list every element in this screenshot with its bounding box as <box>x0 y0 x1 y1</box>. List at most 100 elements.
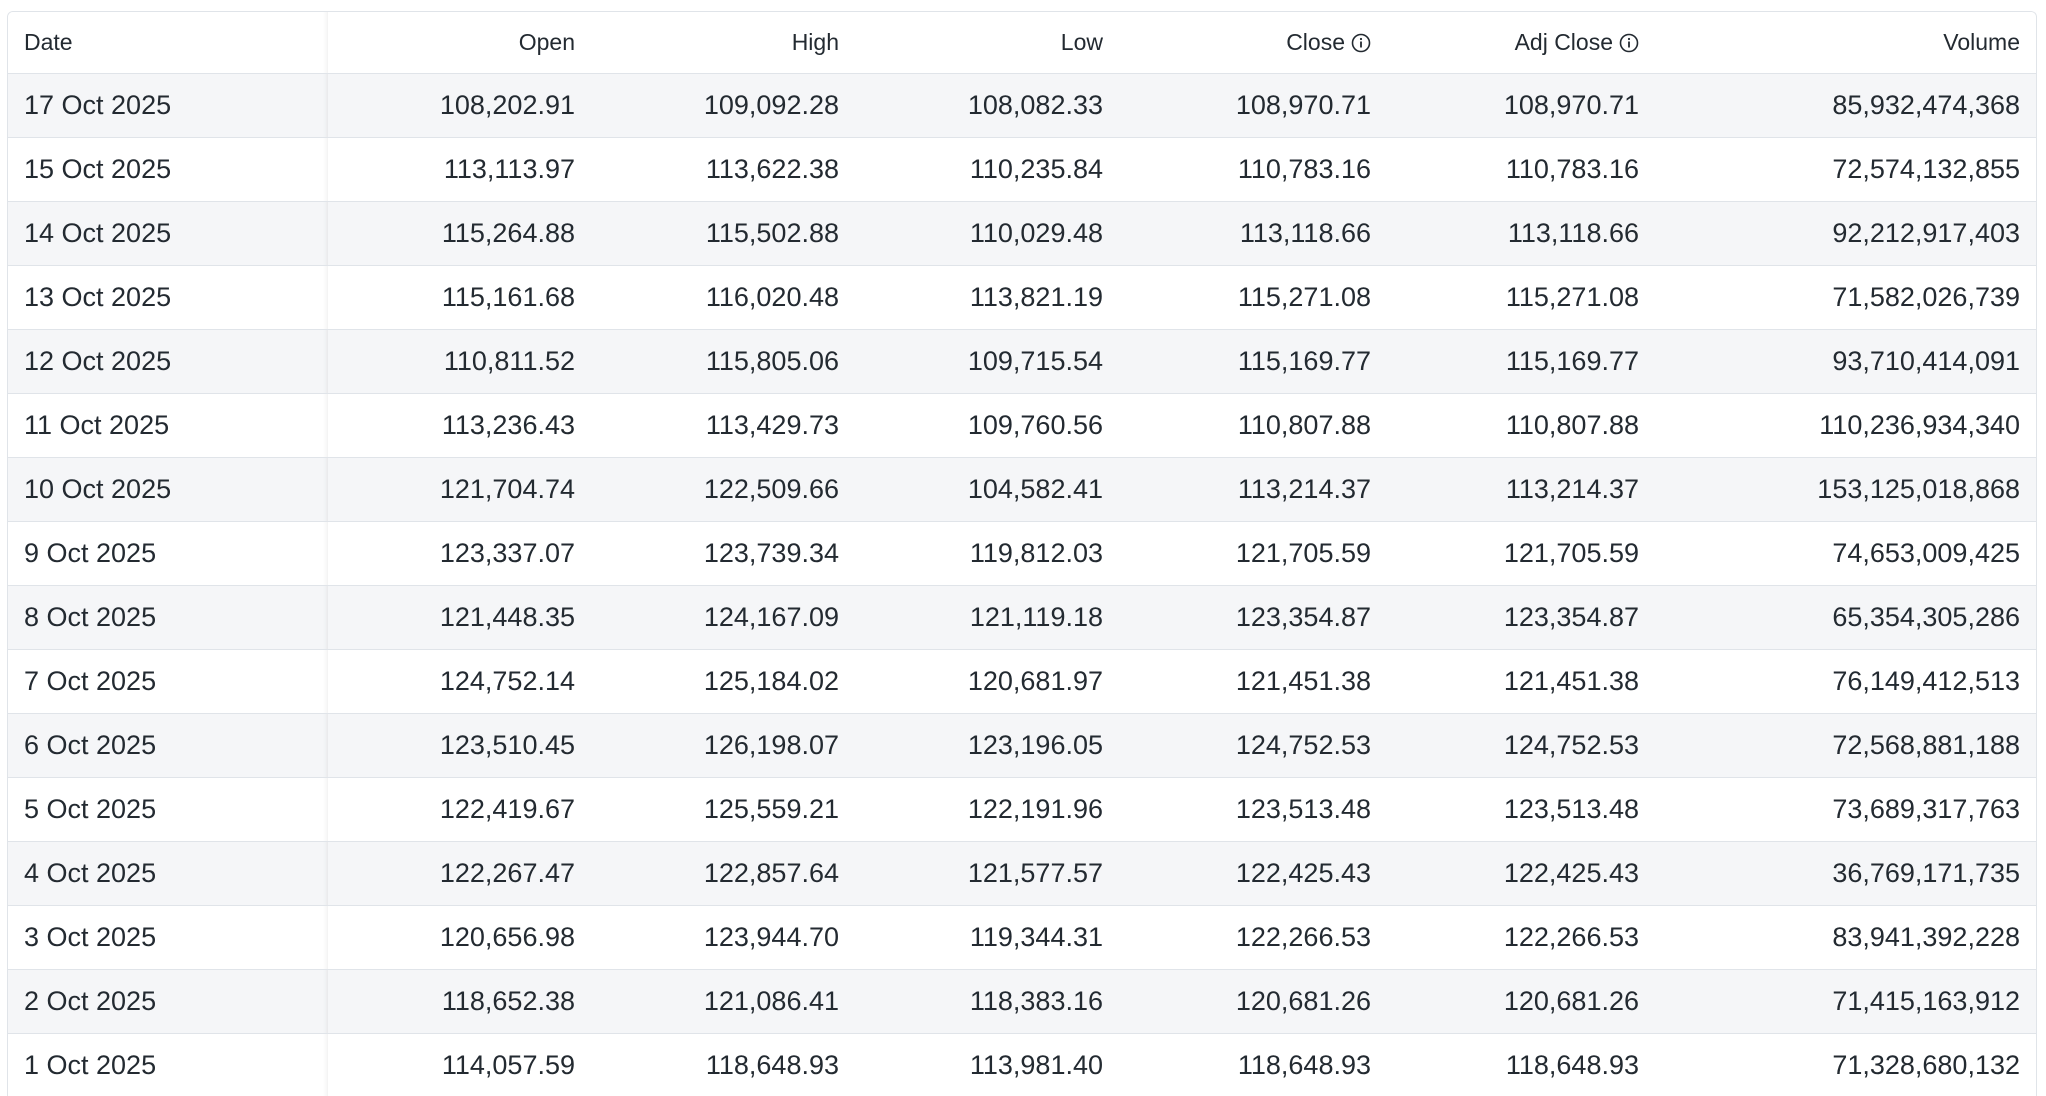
column-header-open: Open <box>328 12 591 74</box>
cell-adj-close: 121,705.59 <box>1387 521 1655 586</box>
table-row: 14 Oct 2025 115,264.88 115,502.88 110,029.4… <box>8 201 2036 266</box>
cell-date: 15 Oct 2025 <box>8 137 328 202</box>
cell-volume: 71,582,026,739 <box>1655 265 2036 330</box>
cell-close: 121,451.38 <box>1119 649 1387 714</box>
cell-low: 122,191.96 <box>855 777 1119 842</box>
cell-low: 113,981.40 <box>855 1033 1119 1096</box>
cell-close: 123,513.48 <box>1119 777 1387 842</box>
cell-adj-close: 123,513.48 <box>1387 777 1655 842</box>
info-icon[interactable] <box>1619 32 1639 53</box>
info-icon[interactable] <box>1351 32 1371 53</box>
cell-open: 122,419.67 <box>328 777 591 842</box>
cell-high: 121,086.41 <box>591 969 855 1034</box>
table-row: 1 Oct 2025 114,057.59 118,648.93 113,981.40… <box>8 1033 2036 1096</box>
column-header-close-label: Close <box>1286 28 1345 55</box>
cell-low: 108,082.33 <box>855 73 1119 138</box>
cell-volume: 71,415,163,912 <box>1655 969 2036 1034</box>
cell-adj-close: 113,214.37 <box>1387 457 1655 522</box>
cell-low: 120,681.97 <box>855 649 1119 714</box>
cell-close: 123,354.87 <box>1119 585 1387 650</box>
cell-open: 123,337.07 <box>328 521 591 586</box>
cell-adj-close: 122,425.43 <box>1387 841 1655 906</box>
cell-adj-close: 123,354.87 <box>1387 585 1655 650</box>
cell-high: 113,622.38 <box>591 137 855 202</box>
cell-date: 6 Oct 2025 <box>8 713 328 778</box>
cell-open: 120,656.98 <box>328 905 591 970</box>
cell-close: 110,783.16 <box>1119 137 1387 202</box>
cell-date: 17 Oct 2025 <box>8 73 328 138</box>
cell-adj-close: 121,451.38 <box>1387 649 1655 714</box>
cell-low: 109,715.54 <box>855 329 1119 394</box>
table-row: 2 Oct 2025 118,652.38 121,086.41 118,383.16… <box>8 969 2036 1034</box>
cell-low: 119,812.03 <box>855 521 1119 586</box>
table-row: 15 Oct 2025 113,113.97 113,622.38 110,235.8… <box>8 137 2036 202</box>
cell-high: 123,944.70 <box>591 905 855 970</box>
cell-date: 1 Oct 2025 <box>8 1033 328 1096</box>
cell-low: 109,760.56 <box>855 393 1119 458</box>
cell-date: 13 Oct 2025 <box>8 265 328 330</box>
cell-low: 104,582.41 <box>855 457 1119 522</box>
cell-low: 121,119.18 <box>855 585 1119 650</box>
table-row: 8 Oct 2025 121,448.35 124,167.09 121,119.18… <box>8 585 2036 650</box>
cell-high: 124,167.09 <box>591 585 855 650</box>
cell-adj-close: 110,783.16 <box>1387 137 1655 202</box>
cell-high: 122,857.64 <box>591 841 855 906</box>
cell-adj-close: 120,681.26 <box>1387 969 1655 1034</box>
cell-date: 5 Oct 2025 <box>8 777 328 842</box>
cell-high: 109,092.28 <box>591 73 855 138</box>
cell-volume: 83,941,392,228 <box>1655 905 2036 970</box>
cell-close: 121,705.59 <box>1119 521 1387 586</box>
table-row: 9 Oct 2025 123,337.07 123,739.34 119,812.03… <box>8 521 2036 586</box>
cell-open: 115,161.68 <box>328 265 591 330</box>
column-header-adj-close: Adj Close <box>1387 12 1655 74</box>
header-row: Date Open High Low Close Adj Close Volum… <box>8 12 2036 74</box>
cell-volume: 72,574,132,855 <box>1655 137 2036 202</box>
cell-date: 3 Oct 2025 <box>8 905 328 970</box>
cell-open: 108,202.91 <box>328 73 591 138</box>
cell-date: 10 Oct 2025 <box>8 457 328 522</box>
column-header-volume: Volume <box>1655 12 2036 74</box>
cell-close: 115,169.77 <box>1119 329 1387 394</box>
cell-date: 11 Oct 2025 <box>8 393 328 458</box>
cell-high: 122,509.66 <box>591 457 855 522</box>
cell-low: 113,821.19 <box>855 265 1119 330</box>
table-row: 13 Oct 2025 115,161.68 116,020.48 113,821.1… <box>8 265 2036 330</box>
cell-adj-close: 118,648.93 <box>1387 1033 1655 1096</box>
column-header-low: Low <box>855 12 1119 74</box>
cell-high: 123,739.34 <box>591 521 855 586</box>
cell-open: 118,652.38 <box>328 969 591 1034</box>
cell-close: 113,118.66 <box>1119 201 1387 266</box>
cell-adj-close: 110,807.88 <box>1387 393 1655 458</box>
cell-volume: 65,354,305,286 <box>1655 585 2036 650</box>
cell-open: 124,752.14 <box>328 649 591 714</box>
cell-volume: 36,769,171,735 <box>1655 841 2036 906</box>
cell-high: 118,648.93 <box>591 1033 855 1096</box>
column-header-date: Date <box>8 12 328 74</box>
cell-close: 113,214.37 <box>1119 457 1387 522</box>
cell-open: 122,267.47 <box>328 841 591 906</box>
cell-volume: 92,212,917,403 <box>1655 201 2036 266</box>
price-table: Date Open High Low Close Adj Close Volum… <box>8 12 2036 1096</box>
cell-volume: 73,689,317,763 <box>1655 777 2036 842</box>
cell-volume: 74,653,009,425 <box>1655 521 2036 586</box>
historical-data-table: Date Open High Low Close Adj Close Volum… <box>7 11 2037 1096</box>
cell-adj-close: 113,118.66 <box>1387 201 1655 266</box>
cell-open: 121,704.74 <box>328 457 591 522</box>
cell-date: 9 Oct 2025 <box>8 521 328 586</box>
cell-close: 118,648.93 <box>1119 1033 1387 1096</box>
table-row: 17 Oct 2025 108,202.91 109,092.28 108,082.3… <box>8 73 2036 138</box>
cell-open: 114,057.59 <box>328 1033 591 1096</box>
cell-adj-close: 115,169.77 <box>1387 329 1655 394</box>
cell-open: 113,236.43 <box>328 393 591 458</box>
cell-volume: 71,328,680,132 <box>1655 1033 2036 1096</box>
cell-date: 8 Oct 2025 <box>8 585 328 650</box>
cell-volume: 85,932,474,368 <box>1655 73 2036 138</box>
table-body: 17 Oct 2025 108,202.91 109,092.28 108,082.3… <box>8 73 2036 1096</box>
cell-volume: 110,236,934,340 <box>1655 393 2036 458</box>
cell-date: 2 Oct 2025 <box>8 969 328 1034</box>
cell-low: 118,383.16 <box>855 969 1119 1034</box>
cell-low: 121,577.57 <box>855 841 1119 906</box>
table-row: 6 Oct 2025 123,510.45 126,198.07 123,196.05… <box>8 713 2036 778</box>
cell-open: 113,113.97 <box>328 137 591 202</box>
cell-open: 123,510.45 <box>328 713 591 778</box>
